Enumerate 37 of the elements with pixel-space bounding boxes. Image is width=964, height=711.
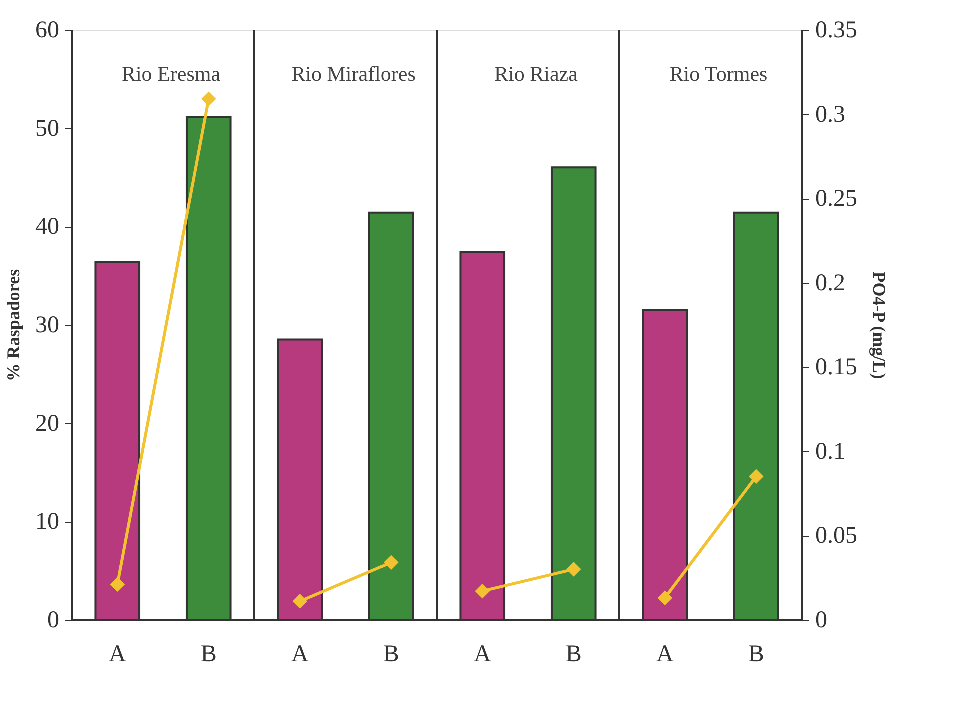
y-tick-label: 30 xyxy=(36,312,60,338)
point xyxy=(658,590,673,606)
y-tick-label: 0 xyxy=(48,608,60,634)
point xyxy=(292,594,308,609)
x-tick-label: B xyxy=(566,642,582,668)
y-axis-title: % Raspadores xyxy=(4,269,24,382)
x-tick-label: A xyxy=(108,642,127,668)
annotation: Rio Eresma xyxy=(122,62,222,86)
y-tick-label: 10 xyxy=(36,509,60,536)
x-tick-label: B xyxy=(383,642,400,668)
y2-tick-label: 0.3 xyxy=(816,102,846,128)
y2-tick-label: 0.15 xyxy=(816,354,858,381)
y-tick-label: 50 xyxy=(36,116,60,142)
point xyxy=(110,577,126,592)
point xyxy=(384,555,399,570)
y2-tick-label: 0.2 xyxy=(816,270,846,296)
point xyxy=(201,92,216,107)
annotation: Rio Tormes xyxy=(670,62,768,86)
annotation: Rio Riaza xyxy=(494,62,579,86)
y2-axis-title: PO4-P (mg/L) xyxy=(870,272,890,380)
y2-tick-label: 0.35 xyxy=(816,18,858,44)
x-tick-label: A xyxy=(291,642,310,668)
y2-tick-label: 0 xyxy=(816,608,828,634)
point xyxy=(475,584,490,599)
y-tick-label: 40 xyxy=(36,214,60,240)
x-tick-label: A xyxy=(656,642,674,668)
point xyxy=(748,469,764,484)
y2-tick-label: 0.25 xyxy=(816,186,858,212)
x-tick-label: A xyxy=(474,642,492,668)
annotation: Rio Miraflores xyxy=(292,62,416,86)
y2-tick-label: 0.1 xyxy=(816,438,846,465)
point xyxy=(566,562,582,577)
y-tick-label: 60 xyxy=(36,18,60,44)
x-tick-label: B xyxy=(200,642,217,668)
x-tick-label: B xyxy=(748,642,764,668)
y2-tick-label: 0.05 xyxy=(816,523,858,550)
y-tick-label: 20 xyxy=(36,410,60,437)
